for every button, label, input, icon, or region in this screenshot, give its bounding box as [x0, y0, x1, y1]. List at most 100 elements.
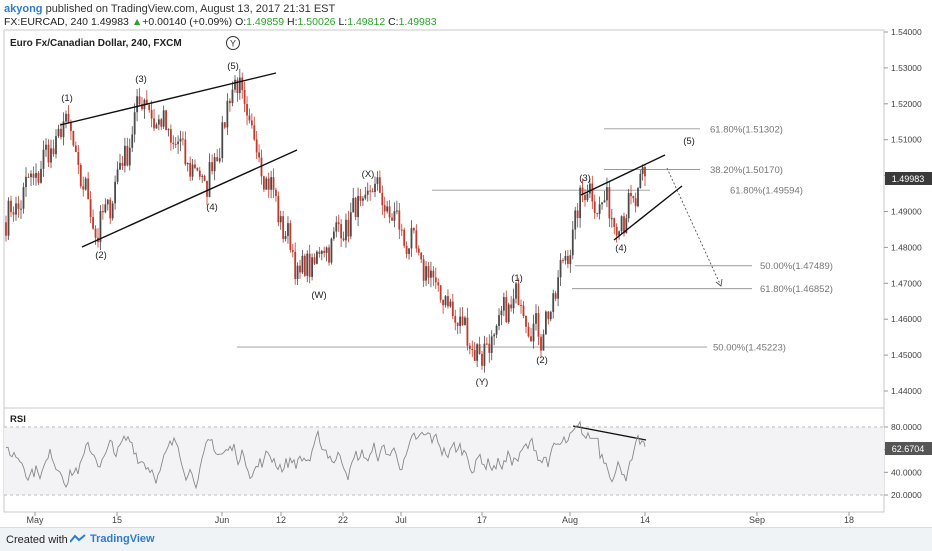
chart-canvas[interactable]: 1.540001.530001.520001.510001.500001.490… [0, 0, 932, 527]
candle-body [569, 255, 572, 265]
wave-label: (4) [615, 243, 627, 254]
candle-body [216, 157, 219, 162]
time-axis[interactable]: May 15 Jun 12 22 Jul 17 Aug 14 Sep 18 [26, 512, 854, 525]
fib-label: 61.80%(1.51302) [710, 124, 783, 135]
candle-body [425, 266, 427, 281]
wave-label: (2) [536, 355, 548, 366]
candle-body [408, 248, 410, 254]
candle-body [186, 163, 189, 165]
candle-body [476, 344, 479, 361]
candle-body [77, 151, 80, 165]
candle-body [606, 187, 608, 201]
candle-body [527, 326, 530, 337]
candle-body [231, 89, 234, 104]
fib-label: 50.00%(1.47489) [760, 261, 833, 272]
candle-body [557, 277, 560, 299]
candle-body [284, 236, 287, 239]
candle-body [512, 298, 515, 309]
candle-body [265, 178, 268, 190]
trendline [613, 185, 683, 241]
candle-body [201, 175, 204, 177]
candle-body [596, 212, 599, 214]
candle-body [571, 229, 574, 256]
candle-body [345, 219, 347, 241]
price-tick-label: 1.47000 [891, 278, 922, 288]
candle-body [627, 192, 630, 219]
candle-body [630, 192, 632, 197]
price-axis[interactable]: 1.540001.530001.520001.510001.500001.490… [884, 27, 922, 396]
candle-body [483, 343, 486, 366]
candle-body [562, 260, 564, 262]
candle-body [434, 277, 437, 283]
candle-body [490, 336, 493, 353]
candle-body [593, 201, 596, 213]
candle-body [586, 193, 589, 201]
publish-info: published on TradingView.com, August 13,… [42, 3, 336, 15]
candle-body [559, 260, 562, 278]
candle-body [10, 200, 12, 213]
candle-body [37, 173, 40, 183]
time-tick-label: Jun [215, 515, 230, 525]
fib-label: 50.00%(1.45223) [713, 343, 786, 354]
publish-line: akyong published on TradingView.com, Aug… [4, 3, 335, 15]
last-rsi-label: 62.6704 [892, 444, 925, 454]
candle-body [542, 334, 545, 351]
candle-body [148, 104, 151, 111]
candle-body [65, 113, 67, 122]
candle-body [12, 212, 15, 215]
candle-body [485, 343, 488, 345]
candle-body [449, 301, 452, 307]
candle-body [17, 203, 20, 209]
candle-body [613, 218, 616, 227]
candle-body [391, 217, 393, 221]
candle-body [47, 144, 50, 163]
rsi-band [4, 427, 884, 495]
candle-body [32, 173, 35, 178]
candle-body [454, 316, 457, 323]
candle-body [301, 255, 304, 273]
candle-body [466, 317, 469, 346]
candle-body [332, 231, 335, 239]
author-link[interactable]: akyong [4, 3, 43, 15]
candle-body [340, 224, 343, 239]
candle-body [641, 167, 644, 174]
candle-body [22, 187, 25, 209]
candle-body [172, 142, 175, 145]
candle-body [447, 296, 449, 307]
candle-body [510, 304, 513, 309]
candle-body [111, 203, 114, 219]
candle-body [374, 183, 376, 192]
fib-label: 61.80%(1.46852) [760, 284, 833, 295]
candle-body [165, 110, 167, 131]
candle-body [371, 191, 374, 193]
candle-body [507, 304, 510, 323]
candle-body [203, 175, 206, 181]
candle-body [141, 104, 143, 110]
rsi-tick-label: 20.0000 [891, 490, 922, 500]
candle-body [639, 173, 642, 189]
high-value: 1.50026 [297, 16, 336, 28]
candle-body [101, 211, 104, 213]
candle-body [206, 180, 208, 197]
low-value: 1.49812 [347, 16, 386, 28]
candle-body [615, 226, 618, 236]
candle-body [211, 162, 213, 172]
candle-body [50, 148, 52, 163]
candle-body [279, 216, 282, 223]
candle-body [325, 247, 328, 253]
candle-body [99, 211, 102, 243]
candles[interactable] [5, 68, 646, 373]
candle-body [547, 311, 550, 320]
candle-body [574, 210, 577, 230]
wave-label: (W) [311, 290, 326, 301]
candle-body [179, 138, 182, 142]
candle-body [330, 238, 333, 263]
candle-body [223, 122, 226, 128]
tradingview-brand[interactable]: TradingView [90, 533, 155, 545]
wave-label: (3) [135, 74, 147, 85]
wave-label: (3) [579, 173, 591, 184]
candle-body [393, 211, 396, 221]
candle-body [299, 265, 301, 273]
candle-body [27, 176, 30, 178]
